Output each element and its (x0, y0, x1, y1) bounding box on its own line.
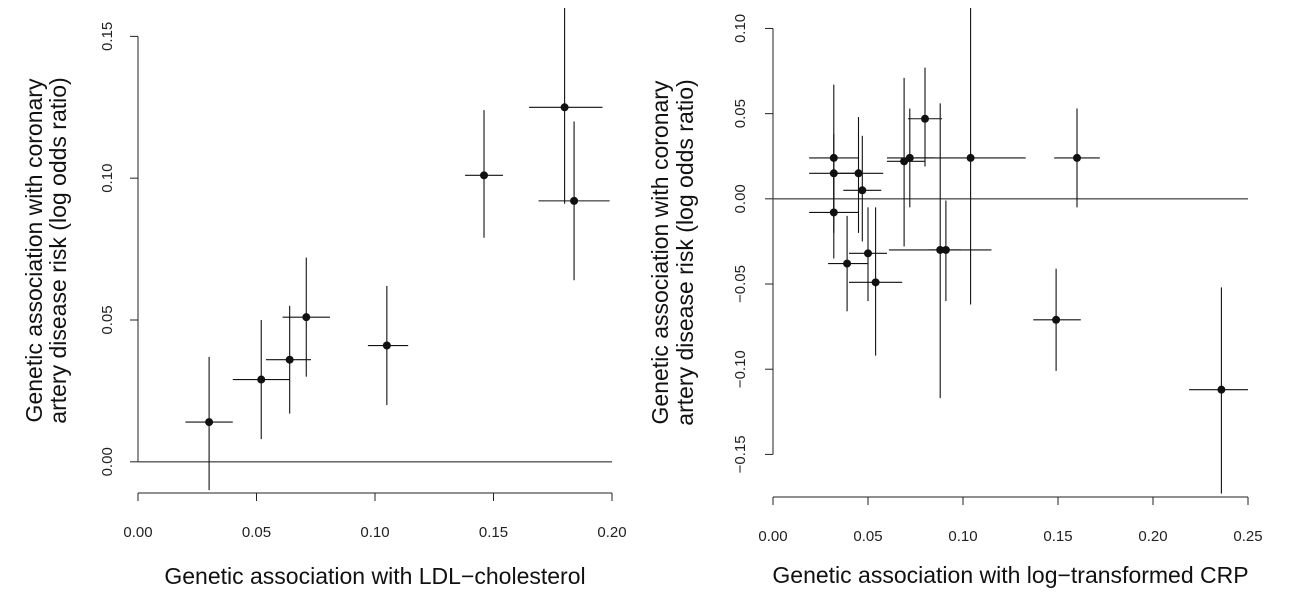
x-tick-label: 0.10 (360, 524, 389, 541)
y-axis-title-line-2: artery disease risk (log odds ratio) (45, 77, 71, 423)
x-axis-title: Genetic association with log−transformed… (772, 562, 1248, 588)
y-tick-label: 0.10 (732, 14, 749, 43)
data-point (854, 169, 863, 178)
data-point (285, 355, 294, 364)
data-point (864, 249, 872, 258)
y-tick-label: −0.10 (732, 350, 749, 388)
x-tick-label: 0.05 (242, 524, 271, 541)
data-point (560, 103, 569, 112)
y-axis-title-line-1: Genetic association with coronary (21, 78, 47, 422)
y-tick-label: −0.15 (732, 435, 749, 473)
data-point (966, 153, 975, 162)
x-tick-label: 0.10 (948, 528, 977, 545)
panel-ldl-cholesterol: 0.00 0.05 0.10 0.15 0.20 0.00 0.05 0.10 0.15 Gene… (21, 8, 627, 589)
data-point (1073, 153, 1081, 162)
x-tick-label: 0.05 (853, 528, 882, 545)
x-tick-label: 0.00 (758, 528, 787, 545)
x-tick-label: 0.00 (123, 524, 152, 541)
data-point (205, 418, 214, 427)
data-point (1217, 385, 1226, 394)
data-point (480, 171, 489, 180)
data-point (905, 153, 914, 162)
data-point (382, 341, 391, 350)
y-tick-label: 0.15 (99, 22, 116, 51)
y-tick-label: 0.10 (99, 164, 116, 193)
data-point (1052, 315, 1061, 324)
y-tick-label: 0.05 (732, 99, 749, 128)
data-point (843, 259, 852, 268)
data-point (858, 186, 867, 195)
x-tick-label: 0.25 (1233, 528, 1262, 545)
data-point (921, 114, 929, 123)
x-tick-label: 0.20 (597, 524, 626, 541)
data-point (257, 375, 266, 384)
panel-log-crp: 0.00 0.05 0.10 0.15 0.20 0.25 −0.15 −0.10 −0.05 0… (647, 8, 1263, 588)
x-tick-label: 0.20 (1138, 528, 1167, 545)
x-tick-label: 0.15 (1043, 528, 1072, 545)
x-axis-title: Genetic association with LDL−cholesterol (164, 563, 585, 589)
y-tick-label: 0.00 (99, 447, 116, 476)
data-point (871, 278, 880, 287)
data-point (829, 208, 838, 217)
data-point (941, 245, 950, 254)
y-tick-label: 0.00 (732, 184, 749, 213)
y-axis-title-line-2: artery disease risk (log odds ratio) (672, 79, 698, 425)
data-point (302, 313, 311, 322)
y-axis-title-line-1: Genetic association with coronary (647, 80, 673, 424)
y-tick-label: −0.05 (732, 265, 749, 303)
x-tick-label: 0.15 (479, 524, 508, 541)
y-tick-label: 0.05 (99, 305, 116, 334)
data-point (570, 196, 579, 205)
